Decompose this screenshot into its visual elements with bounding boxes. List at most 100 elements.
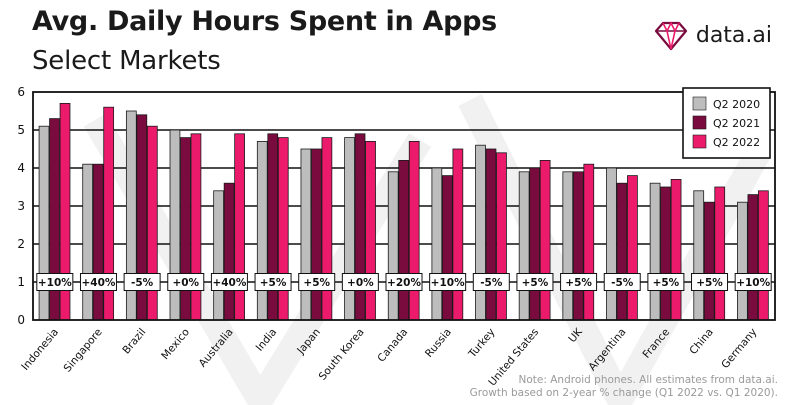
bar-q2-2022-india <box>277 137 289 321</box>
bar-q2-2021-japan <box>311 148 322 321</box>
bar-q2-2022-uk <box>583 163 595 321</box>
growth-label: -5% <box>611 277 634 289</box>
footnote: Note: Android phones. All estimates from… <box>470 374 778 400</box>
growth-label-box <box>472 273 510 291</box>
bar-q2-2022-argentina <box>627 175 638 321</box>
growth-label-box <box>123 273 161 291</box>
footnote-line-2: Growth based on 2-year % change (Q1 2022… <box>469 387 778 399</box>
bar-q2-2022-germany <box>758 190 769 321</box>
bar-q2-2020-singapore <box>82 163 94 321</box>
growth-label: +10% <box>431 277 465 289</box>
legend-swatch <box>692 115 707 130</box>
bar-q2-2021-mexico <box>180 137 191 321</box>
bar-q2-2020-japan <box>300 148 312 321</box>
footnote-line-1: Note: Android phones. All estimates from… <box>518 374 779 386</box>
growth-label-box <box>79 273 117 291</box>
growth-label: +5% <box>696 277 723 289</box>
bar-q2-2022-united-states <box>539 159 551 321</box>
bar-q2-2020-canada <box>387 171 399 321</box>
bar-q2-2020-united-states <box>518 171 530 321</box>
growth-label-box <box>734 273 772 291</box>
bar-q2-2021-turkey <box>485 148 497 321</box>
bar-q2-2020-germany <box>737 201 748 321</box>
bar-q2-2022-south-korea <box>365 140 376 321</box>
legend-swatch <box>692 134 707 149</box>
growth-label: -5% <box>480 277 503 289</box>
growth-label-box <box>210 273 248 291</box>
bar-q2-2022-russia <box>452 148 464 321</box>
bar-q2-2020-russia <box>431 167 443 321</box>
x-tick-label: Canada <box>375 326 410 364</box>
growth-label: +0% <box>172 277 199 289</box>
bar-q2-2021-united-states <box>529 167 540 321</box>
growth-label: +0% <box>347 277 374 289</box>
bar-q2-2021-india <box>267 133 279 321</box>
bar-q2-2021-france <box>660 186 671 321</box>
diamond-logo-icon <box>654 21 687 51</box>
growth-label-box <box>298 273 336 291</box>
legend-label: Q2 2021 <box>713 117 760 130</box>
growth-label: +5% <box>260 277 287 289</box>
x-tick-label: South Korea <box>317 326 367 382</box>
bar-q2-2021-south-korea <box>354 133 366 321</box>
growth-label: +20% <box>387 277 421 289</box>
bar-q2-2022-china <box>714 186 726 321</box>
legend: Q2 2020 Q2 2021 Q2 2022 <box>682 87 771 159</box>
plot-border <box>32 91 776 321</box>
growth-label-box <box>429 273 467 291</box>
growth-label-box <box>167 273 205 291</box>
plot-frame <box>32 91 776 321</box>
x-tick-label: Turkey <box>466 326 498 361</box>
y-tick-label: 5 <box>17 123 25 137</box>
x-tick-label: Germany <box>719 326 759 371</box>
bar-q2-2021-china <box>703 201 715 321</box>
growth-label-box <box>254 273 292 291</box>
x-tick-label: Mexico <box>159 326 192 362</box>
bar-q2-2020-uk <box>562 171 574 321</box>
y-tick-label: 2 <box>17 237 25 251</box>
legend-swatch <box>692 96 707 111</box>
bar-q2-2022-australia <box>234 133 245 321</box>
bar-q2-2021-germany <box>747 194 759 321</box>
bar-q2-2020-china <box>693 190 705 321</box>
brand-name: data.ai <box>695 22 772 48</box>
x-tick-label: Indonesia <box>19 326 61 373</box>
bar-q2-2020-france <box>649 182 661 321</box>
bar-q2-2022-canada <box>408 140 420 321</box>
y-tick-label: 1 <box>17 275 25 289</box>
legend-label: Q2 2020 <box>713 98 760 111</box>
growth-label-box <box>691 273 729 291</box>
x-tick-label: Russia <box>423 326 454 360</box>
growth-label: +10% <box>736 277 770 289</box>
bar-q2-2021-russia <box>441 175 453 321</box>
growth-label: +5% <box>303 277 330 289</box>
bar-q2-2020-mexico <box>169 129 181 321</box>
growth-label: +40% <box>82 277 116 289</box>
x-tick-label: Brazil <box>120 326 148 356</box>
y-tick-label: 4 <box>17 161 25 175</box>
chart-subtitle: Select Markets <box>32 46 221 76</box>
growth-label: +10% <box>38 277 72 289</box>
growth-label-box <box>560 273 598 291</box>
bar-q2-2020-south-korea <box>344 137 355 321</box>
growth-label-box <box>603 273 641 291</box>
bar-q2-2022-france <box>670 178 682 321</box>
bar-q2-2021-australia <box>223 182 235 321</box>
bar-q2-2020-turkey <box>475 144 486 321</box>
y-tick-label: 3 <box>17 199 25 213</box>
bar-q2-2021-singapore <box>92 163 104 321</box>
growth-label: +5% <box>653 277 680 289</box>
growth-label: +40% <box>212 277 246 289</box>
legend-label: Q2 2022 <box>713 136 760 149</box>
growth-label-box <box>647 273 685 291</box>
bar-q2-2021-uk <box>572 171 584 321</box>
bar-q2-2020-australia <box>213 190 224 321</box>
brand: data.ai <box>654 18 772 52</box>
growth-label: -5% <box>131 277 154 289</box>
growth-label-box <box>516 273 554 291</box>
y-tick-label: 6 <box>17 85 25 99</box>
x-tick-label: Singapore <box>62 326 105 374</box>
bar-q2-2021-argentina <box>616 182 628 321</box>
bars <box>38 103 769 321</box>
bar-q2-2020-argentina <box>606 167 617 321</box>
